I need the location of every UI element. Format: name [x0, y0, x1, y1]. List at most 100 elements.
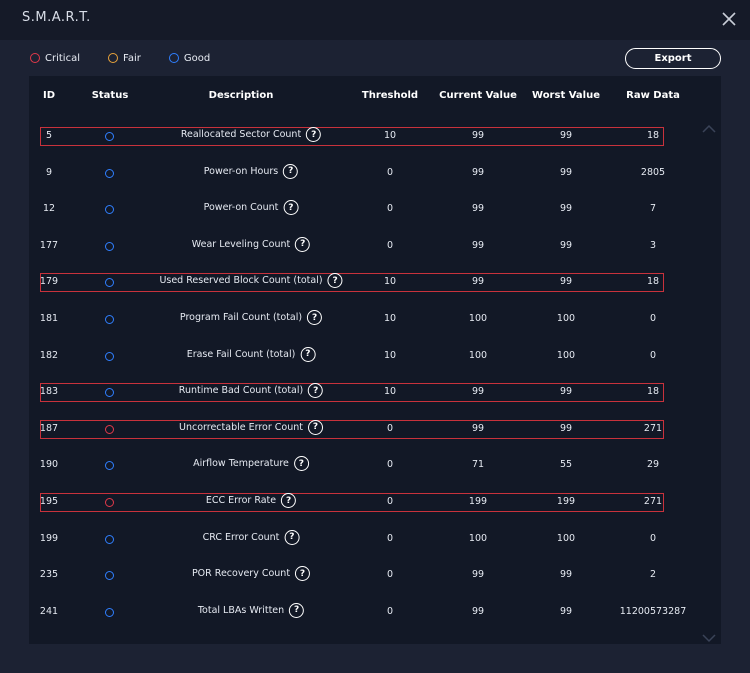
row-highlight-outline	[40, 273, 664, 293]
cell-id: 183	[39, 386, 59, 398]
row-highlight-outline	[40, 419, 664, 439]
table-row[interactable]: 177 Wear Leveling Count? 0 99 99 3	[29, 228, 721, 265]
legend-label: Fair	[122, 52, 141, 64]
cell-raw-data: 271	[643, 422, 663, 434]
help-icon[interactable]: ?	[289, 602, 305, 618]
cell-id: 9	[45, 166, 53, 178]
cell-threshold: 0	[386, 166, 394, 178]
status-good-icon	[105, 534, 114, 544]
cell-id: 235	[39, 569, 59, 581]
cell-worst-value: 199	[556, 496, 576, 507]
legend-label: Good	[183, 52, 211, 64]
status-good-icon	[105, 461, 114, 471]
help-icon[interactable]: ?	[284, 529, 300, 545]
description-text: ECC Error Rate	[205, 495, 277, 506]
description-text: Airflow Temperature	[193, 458, 289, 470]
table-row[interactable]: 195 ECC Error Rate? 0 199 199 271	[29, 484, 721, 521]
help-icon[interactable]: ?	[306, 127, 322, 142]
scroll-down-button[interactable]	[701, 629, 717, 643]
cell-current-value: 99	[471, 276, 485, 288]
status-good-icon	[105, 241, 114, 251]
cell-description: CRC Error Count?	[203, 529, 300, 545]
cell-raw-data: 0	[649, 349, 657, 361]
table-row[interactable]: 9 Power-on Hours? 0 99 99 2805	[29, 155, 721, 192]
status-good-icon	[105, 132, 114, 141]
cell-raw-data: 2805	[640, 166, 666, 178]
status-critical-icon	[105, 424, 114, 434]
table-row[interactable]: 182 Erase Fail Count (total)? 10 100 100 0	[29, 338, 721, 375]
table-row[interactable]: 241 Total LBAs Written? 0 99 99 11200573287	[29, 594, 721, 631]
table-row[interactable]: 179 Used Reserved Block Count (total)? 10 9…	[29, 264, 721, 301]
cell-id: 5	[45, 130, 53, 141]
cell-current-value: 199	[468, 496, 488, 507]
cell-threshold: 0	[386, 569, 394, 581]
column-header-worst-value[interactable]: Worst Value	[532, 90, 600, 101]
status-good-icon	[105, 388, 114, 398]
table-row[interactable]: 12 Power-on Count? 0 99 99 7	[29, 191, 721, 228]
cell-description: Total LBAs Written?	[197, 602, 305, 618]
cell-id: 199	[39, 532, 59, 544]
description-text: Uncorrectable Error Count	[179, 421, 303, 433]
status-good-icon	[105, 278, 114, 288]
cell-description: Erase Fail Count (total)?	[187, 346, 316, 362]
cell-id: 195	[39, 496, 59, 507]
cell-worst-value: 99	[559, 569, 573, 581]
column-header-description[interactable]: Description	[208, 90, 274, 101]
help-icon[interactable]: ?	[283, 163, 299, 179]
column-header-id[interactable]: ID	[42, 90, 56, 101]
table-row[interactable]: 183 Runtime Bad Count (total)? 10 99 99 18	[29, 374, 721, 411]
help-icon[interactable]: ?	[307, 310, 323, 325]
cell-worst-value: 99	[559, 166, 573, 178]
cell-threshold: 0	[386, 422, 394, 434]
description-text: Total LBAs Written	[197, 604, 285, 616]
help-icon[interactable]: ?	[293, 456, 309, 472]
table-row[interactable]: 5 Reallocated Sector Count? 10 99 99 18	[29, 118, 721, 155]
help-icon[interactable]: ?	[283, 200, 299, 216]
cell-raw-data: 271	[643, 496, 663, 507]
cell-worst-value: 100	[556, 349, 576, 361]
help-icon[interactable]: ?	[295, 566, 311, 582]
close-button[interactable]	[718, 8, 740, 30]
cell-description: Wear Leveling Count?	[191, 236, 311, 252]
help-icon[interactable]: ?	[281, 493, 297, 508]
cell-raw-data: 11200573287	[619, 605, 687, 617]
scroll-up-button[interactable]	[701, 120, 717, 133]
description-text: Wear Leveling Count	[191, 238, 291, 250]
cell-raw-data: 18	[646, 130, 660, 141]
table-row[interactable]: 181 Program Fail Count (total)? 10 100 100 0	[29, 301, 721, 338]
cell-worst-value: 99	[559, 422, 573, 434]
help-icon[interactable]: ?	[308, 383, 324, 399]
description-text: Program Fail Count (total)	[179, 312, 303, 323]
cell-description: Reallocated Sector Count?	[181, 127, 322, 142]
table-row[interactable]: 199 CRC Error Count? 0 100 100 0	[29, 521, 721, 558]
cell-current-value: 99	[471, 130, 485, 141]
title-bar: S.M.A.R.T.	[0, 0, 750, 40]
status-good-icon	[105, 571, 114, 581]
cell-threshold: 0	[386, 459, 394, 471]
cell-description: ECC Error Rate?	[205, 493, 297, 508]
help-icon[interactable]: ?	[300, 346, 316, 362]
cell-worst-value: 99	[559, 605, 573, 617]
column-header-current-value[interactable]: Current Value	[439, 90, 517, 101]
help-icon[interactable]: ?	[307, 419, 323, 435]
help-icon[interactable]: ?	[295, 236, 311, 252]
export-button[interactable]: Export	[625, 48, 721, 69]
cell-description: Program Fail Count (total)?	[179, 310, 323, 325]
help-icon[interactable]: ?	[327, 273, 343, 289]
legend-critical: Critical	[30, 53, 80, 64]
cell-threshold: 10	[383, 349, 397, 361]
cell-id: 181	[39, 313, 59, 324]
column-header-threshold[interactable]: Threshold	[361, 90, 419, 101]
cell-worst-value: 99	[559, 276, 573, 288]
column-header-raw-data[interactable]: Raw Data	[626, 90, 680, 101]
column-header-status[interactable]: Status	[91, 90, 129, 101]
cell-current-value: 99	[471, 569, 485, 581]
table-row[interactable]: 235 POR Recovery Count? 0 99 99 2	[29, 557, 721, 594]
status-legend: Critical Fair Good	[30, 51, 238, 65]
table-row[interactable]: 190 Airflow Temperature? 0 71 55 29	[29, 447, 721, 484]
status-good-icon	[105, 168, 114, 178]
table-row[interactable]: 187 Uncorrectable Error Count? 0 99 99 271	[29, 411, 721, 448]
cell-worst-value: 100	[556, 532, 576, 544]
fair-dot-icon	[107, 53, 118, 63]
status-good-icon	[105, 205, 114, 215]
